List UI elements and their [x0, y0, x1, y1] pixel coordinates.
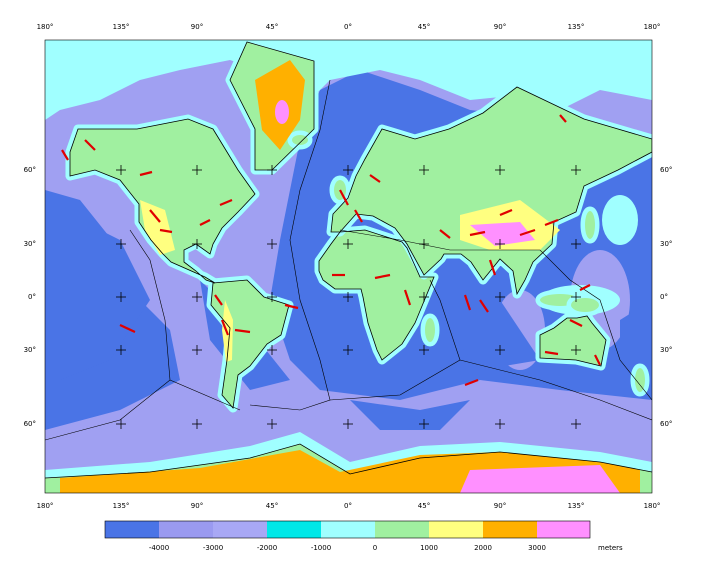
- latitude-label: 60°: [24, 166, 36, 174]
- longitude-label: 0°: [344, 502, 352, 510]
- longitude-label: 90°: [494, 502, 506, 510]
- latitude-label: 60°: [660, 420, 672, 428]
- colorbar-label: -3000: [203, 544, 223, 552]
- bottom-longitude-labels: 180° 135° 90° 45° 0° 45° 90° 135° 180°: [37, 502, 661, 510]
- latitude-label: 30°: [660, 240, 672, 248]
- colorbar-label: 2000: [474, 544, 492, 552]
- left-latitude-labels: 60° 30° 0° 30° 60°: [24, 166, 36, 428]
- map-frame: [44, 39, 653, 494]
- latitude-label: 60°: [24, 420, 36, 428]
- graticule: [116, 165, 581, 429]
- colorbar-label: -4000: [149, 544, 169, 552]
- colorbar-swatch: [537, 521, 590, 538]
- colorbar-label: 1000: [420, 544, 438, 552]
- colorbar-swatch: [375, 521, 429, 538]
- coastlines: [45, 41, 652, 479]
- latitude-label: 30°: [24, 346, 36, 354]
- plate-boundaries: [45, 79, 652, 441]
- longitude-label: 90°: [494, 23, 506, 31]
- latitude-label: 30°: [660, 346, 672, 354]
- longitude-label: 90°: [191, 502, 203, 510]
- top-longitude-labels: 180° 135° 90° 45° 0° 45° 90° 135° 180°: [37, 23, 661, 31]
- colorbar-labels: -4000 -3000 -2000 -1000 0 1000 2000 3000: [149, 544, 546, 552]
- colorbar: -4000 -3000 -2000 -1000 0 1000 2000 3000 meters: [104, 520, 623, 552]
- longitude-label: 180°: [37, 502, 54, 510]
- colorbar-swatch: [159, 521, 213, 538]
- latitude-label: 0°: [28, 293, 36, 301]
- colorbar-label: -2000: [257, 544, 277, 552]
- colorbar-swatch: [429, 521, 483, 538]
- colorbar-swatch: [105, 521, 159, 538]
- longitude-label: 45°: [418, 23, 430, 31]
- longitude-label: 135°: [113, 502, 130, 510]
- continents: [45, 40, 652, 493]
- colorbar-swatch: [267, 521, 321, 538]
- stress-arrows: [61, 114, 601, 387]
- colorbar-label: 3000: [528, 544, 546, 552]
- latitude-label: 30°: [24, 240, 36, 248]
- map-area: [45, 40, 652, 493]
- longitude-label: 0°: [344, 23, 352, 31]
- longitude-label: 135°: [568, 502, 585, 510]
- longitude-label: 180°: [37, 23, 54, 31]
- longitude-label: 45°: [266, 23, 278, 31]
- colorbar-label: -1000: [311, 544, 331, 552]
- colorbar-swatch: [213, 521, 267, 538]
- colorbar-unit: meters: [598, 544, 623, 552]
- longitude-label: 180°: [644, 23, 661, 31]
- longitude-label: 135°: [568, 23, 585, 31]
- colorbar-frame: [104, 520, 591, 539]
- longitude-label: 45°: [418, 502, 430, 510]
- latitude-label: 0°: [660, 293, 668, 301]
- longitude-label: 135°: [113, 23, 130, 31]
- colorbar-swatch: [321, 521, 375, 538]
- colorbar-swatch: [483, 521, 537, 538]
- right-latitude-labels: 60° 30° 0° 30° 60°: [660, 166, 672, 428]
- colorbar-label: 0: [373, 544, 377, 552]
- longitude-label: 180°: [644, 502, 661, 510]
- longitude-label: 90°: [191, 23, 203, 31]
- longitude-label: 45°: [266, 502, 278, 510]
- latitude-label: 60°: [660, 166, 672, 174]
- highlands: [60, 60, 640, 493]
